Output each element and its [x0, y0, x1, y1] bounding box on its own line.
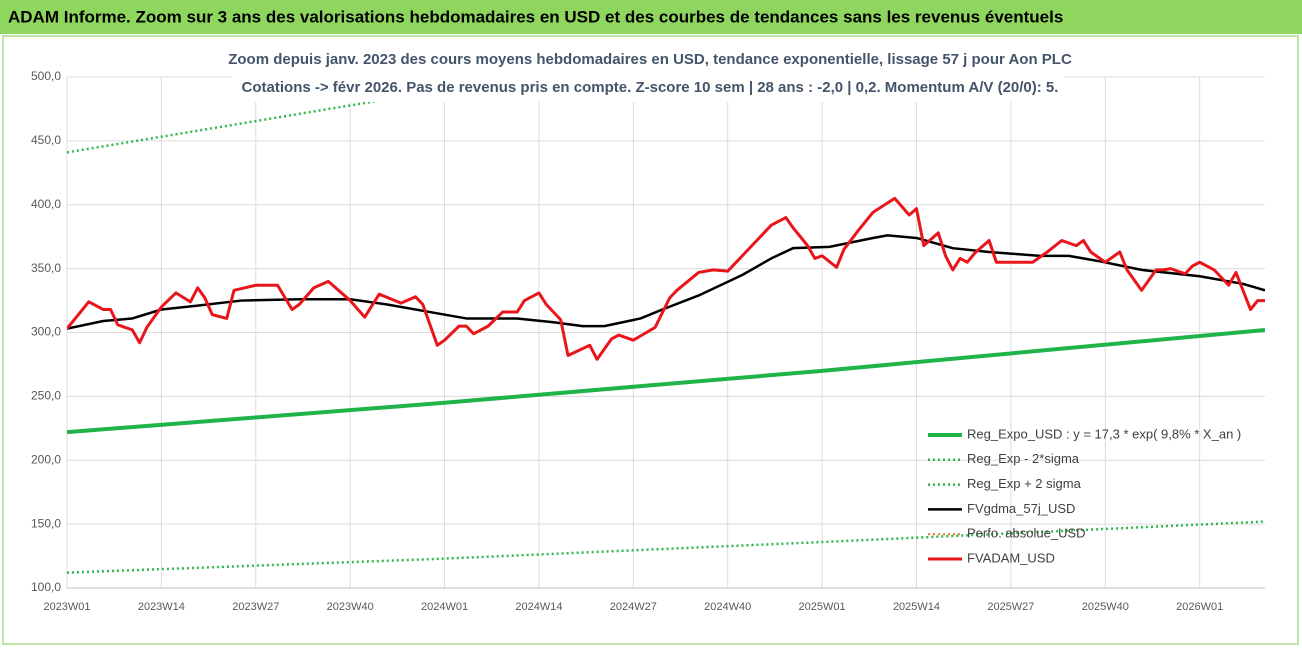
y-tick-label: 450,0 — [31, 133, 61, 147]
x-tick-label: 2026W01 — [1176, 601, 1223, 613]
legend-label: Reg_Exp + 2 sigma — [967, 476, 1082, 491]
labels: 100,0 150,0 200,0 250,0 300,0 350,0 400,0 450,0… — [31, 69, 1223, 613]
x-tick-label: 2025W40 — [1082, 601, 1129, 613]
chart-subtitle: Cotations -> févr 2026. Pas de revenus p… — [242, 79, 1059, 96]
legend-label: Reg_Exp - 2*sigma — [967, 451, 1080, 466]
y-tick-label: 150,0 — [31, 516, 61, 530]
x-tick-label: 2023W01 — [43, 601, 90, 613]
legend: Reg_Expo_USD : y = 17,3 * exp( 9,8% * X_… — [928, 426, 1241, 565]
x-tick-label: 2023W40 — [327, 601, 374, 613]
x-tick-label: 2024W40 — [704, 601, 751, 613]
legend-label: Perfo. absolue_USD — [967, 526, 1086, 541]
y-tick-label: 100,0 — [31, 580, 61, 594]
x-tick-label: 2025W27 — [987, 601, 1034, 613]
header-bar — [0, 0, 1302, 34]
series-line — [67, 327, 1265, 435]
series-line — [67, 234, 1265, 330]
x-tick-label: 2023W27 — [232, 601, 279, 613]
y-tick-label: 350,0 — [31, 261, 61, 275]
plot-lines — [67, 77, 1265, 574]
x-tick-label: 2023W14 — [138, 601, 185, 613]
y-tick-label: 200,0 — [31, 452, 61, 466]
header-title: ADAM Informe. Zoom sur 3 ans des valoris… — [8, 7, 1063, 26]
x-tick-label: 2024W01 — [421, 601, 468, 613]
series-line — [67, 196, 1265, 361]
y-tick-label: 500,0 — [31, 69, 61, 83]
legend-label: FVADAM_USD — [967, 550, 1055, 565]
legend-label: Reg_Expo_USD : y = 17,3 * exp( 9,8% * X_… — [967, 426, 1241, 441]
y-tick-label: 300,0 — [31, 325, 61, 339]
y-tick-label: 250,0 — [31, 389, 61, 403]
chart-title: Zoom depuis janv. 2023 des cours moyens … — [228, 51, 1072, 68]
title-box — [232, 44, 1064, 102]
y-tick-label: 400,0 — [31, 197, 61, 211]
legend-label: FVgdma_57j_USD — [967, 501, 1075, 516]
x-tick-label: 2025W01 — [799, 601, 846, 613]
x-tick-label: 2024W27 — [610, 601, 657, 613]
chart-border — [2, 35, 1299, 645]
x-tick-label: 2025W14 — [893, 601, 940, 613]
x-tick-label: 2024W14 — [515, 601, 562, 613]
series-line — [67, 77, 528, 154]
series-line — [67, 520, 1265, 574]
